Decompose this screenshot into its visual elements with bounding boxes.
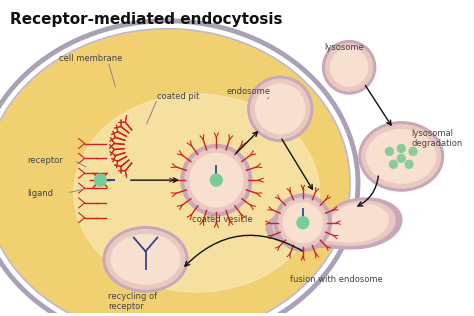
Text: cell membrane: cell membrane	[59, 54, 122, 64]
Ellipse shape	[359, 122, 444, 191]
Text: fusion with endosome: fusion with endosome	[290, 275, 383, 284]
Circle shape	[255, 84, 305, 134]
Ellipse shape	[106, 230, 185, 289]
Text: coated pit: coated pit	[157, 93, 200, 101]
Circle shape	[181, 144, 252, 216]
Circle shape	[251, 79, 310, 139]
Circle shape	[397, 144, 405, 152]
Circle shape	[390, 160, 397, 168]
Text: recycling of
receptor: recycling of receptor	[108, 292, 157, 311]
Ellipse shape	[74, 94, 319, 292]
Circle shape	[185, 149, 248, 212]
Circle shape	[405, 160, 413, 168]
Ellipse shape	[111, 234, 180, 284]
Polygon shape	[266, 198, 402, 249]
Circle shape	[248, 76, 313, 142]
Circle shape	[409, 148, 417, 155]
Text: coated vesicle: coated vesicle	[192, 215, 252, 224]
Text: endosome: endosome	[226, 87, 270, 95]
Circle shape	[330, 48, 368, 86]
Circle shape	[278, 198, 328, 247]
Circle shape	[326, 44, 373, 91]
Circle shape	[297, 217, 309, 229]
Ellipse shape	[362, 125, 440, 188]
Circle shape	[94, 174, 106, 186]
Ellipse shape	[103, 227, 188, 292]
Circle shape	[190, 153, 243, 207]
Circle shape	[323, 40, 376, 94]
Polygon shape	[273, 201, 395, 246]
Text: ligand: ligand	[27, 189, 54, 198]
Ellipse shape	[367, 130, 436, 183]
Ellipse shape	[0, 30, 349, 316]
Text: lysosomal
degradation: lysosomal degradation	[411, 129, 462, 148]
Polygon shape	[280, 204, 388, 242]
Circle shape	[210, 174, 222, 186]
Text: Receptor-mediated endocytosis: Receptor-mediated endocytosis	[10, 12, 283, 27]
Circle shape	[283, 203, 323, 242]
Circle shape	[397, 155, 405, 162]
Text: lysosome: lysosome	[325, 43, 365, 52]
Text: receptor: receptor	[27, 156, 64, 165]
Circle shape	[385, 148, 393, 155]
Circle shape	[274, 194, 331, 252]
